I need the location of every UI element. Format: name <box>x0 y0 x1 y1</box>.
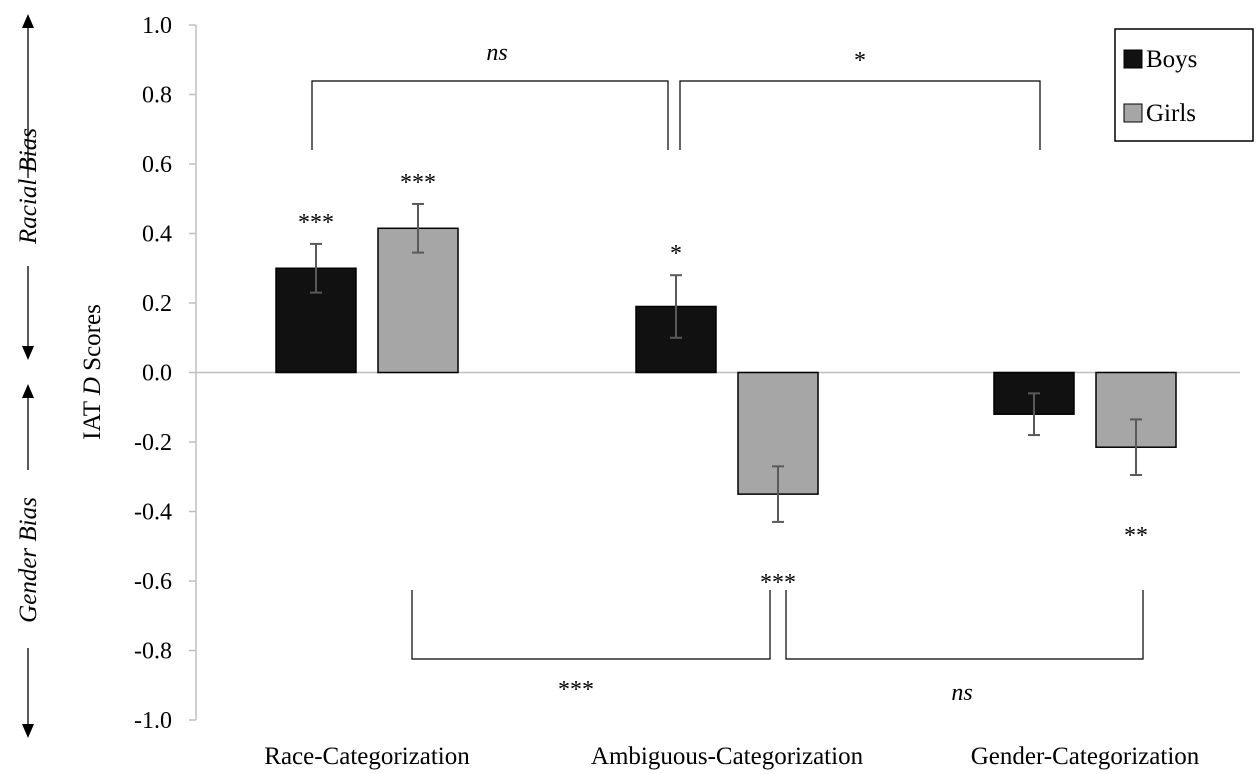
bracket-bottom-right <box>785 590 1144 660</box>
y-tick-label: 0.2 <box>142 291 172 317</box>
racial-bias-label: Racial Bias <box>15 128 42 245</box>
legend-swatch-girls <box>1123 103 1143 123</box>
y-axis-label: IAT D Scores <box>79 304 106 440</box>
significance-label: *** <box>298 210 334 236</box>
bracket-top-right <box>679 80 1041 150</box>
y-tick-label: -0.2 <box>134 430 172 456</box>
y-tick-label: -0.4 <box>134 500 172 526</box>
gender-bias-arrow-up-head <box>22 384 34 398</box>
y-tick-label: 0.0 <box>142 361 172 387</box>
comparison-label-bottom-right: ns <box>951 680 972 706</box>
significance-label: *** <box>400 170 436 196</box>
comparison-label-bottom-left: *** <box>558 677 594 703</box>
bar-boys <box>275 267 357 374</box>
y-tick-label: 0.4 <box>142 222 172 248</box>
legend-swatch-boys <box>1123 49 1143 69</box>
gender-bias-annotation: Gender Bias <box>15 384 42 738</box>
comparison-brackets <box>311 80 1144 660</box>
comparison-label-top-left: ns <box>486 40 507 66</box>
bars: ************ <box>275 170 1177 596</box>
y-tick-label: -0.6 <box>134 569 172 595</box>
racial-bias-arrow-up-head <box>22 14 34 28</box>
bracket-top-left <box>311 80 669 150</box>
y-tick-label: 1.0 <box>142 13 172 39</box>
racial-bias-annotation: Racial Bias <box>15 14 42 360</box>
category-label: Gender-Categorization <box>971 743 1200 770</box>
significance-label: ** <box>1124 523 1148 549</box>
significance-label: *** <box>760 570 796 596</box>
legend: Boys Girls <box>1114 28 1254 142</box>
gender-bias-arrow-down-head <box>22 724 34 738</box>
legend-label-boys: Boys <box>1146 46 1197 73</box>
racial-bias-arrow-down-head <box>22 346 34 360</box>
y-tick-label: 0.8 <box>142 83 172 109</box>
comparison-label-top-right: * <box>854 48 866 74</box>
y-tick-label: -1.0 <box>134 708 172 734</box>
category-labels: Race-Categorization Ambiguous-Categorizat… <box>264 743 1200 770</box>
significance-label: * <box>670 241 682 267</box>
legend-label-girls: Girls <box>1146 100 1196 127</box>
category-label: Ambiguous-Categorization <box>591 743 864 770</box>
y-tick-labels: 1.0 0.8 0.6 0.4 0.2 0.0 -0.2 -0.4 -0.6 -0.8 -1.0 <box>134 13 196 734</box>
category-label: Race-Categorization <box>264 743 470 770</box>
y-tick-label: 0.6 <box>142 152 172 178</box>
bracket-bottom-left <box>411 590 771 660</box>
gender-bias-label: Gender Bias <box>15 497 42 623</box>
y-tick-label: -0.8 <box>134 639 172 665</box>
